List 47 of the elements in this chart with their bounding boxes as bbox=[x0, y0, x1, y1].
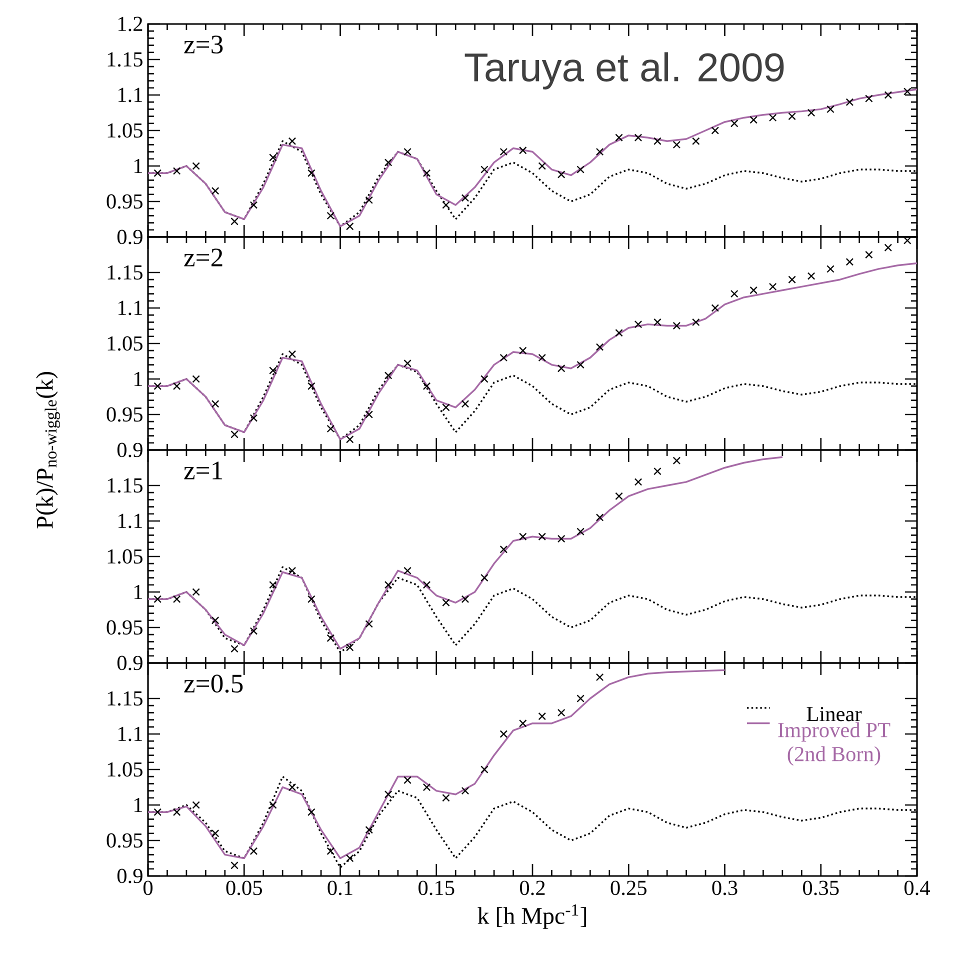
x-tick-label: 0.2 bbox=[520, 880, 545, 896]
x-axis-title: k [h Mpc$^{-1}$] bbox=[478, 904, 586, 929]
y-tick-label: 1.1 bbox=[118, 514, 142, 528]
y-tick-label: 1.05 bbox=[108, 123, 142, 138]
x-tick-label: 0.35 bbox=[803, 880, 839, 896]
y-tick-label: 1.1 bbox=[118, 726, 142, 742]
x-tick-label: 0.1 bbox=[328, 880, 352, 896]
annotation: Taruya et al. 2009 bbox=[464, 52, 784, 90]
y-tick-label: 0.95 bbox=[106, 194, 142, 209]
y-tick-label: 1.1 bbox=[118, 88, 142, 102]
y-axis-title: P(k)/P$_{no-wiggle}$(k) bbox=[36, 372, 60, 528]
y-tick-label: 1 bbox=[134, 584, 142, 600]
y-tick-label: 0.9 bbox=[117, 656, 142, 670]
x-tick-label: 0.4 bbox=[904, 880, 930, 896]
y-tick-label: 0.9 bbox=[117, 442, 142, 458]
y-tick-label: 0.9 bbox=[117, 230, 142, 244]
y-tick-label: 0.95 bbox=[106, 833, 142, 848]
y-tick-label: 1.15 bbox=[108, 265, 142, 280]
chart-title: z=3 bbox=[184, 36, 223, 54]
chart-title: z=0.5 bbox=[184, 674, 243, 693]
y-tick-label: 1.05 bbox=[108, 549, 142, 564]
y-tick-label: 0.9 bbox=[117, 868, 142, 884]
chart-title: z=2 bbox=[184, 248, 222, 266]
x-tick-label: 0.05 bbox=[226, 880, 262, 896]
y-tick-label: 1.15 bbox=[108, 691, 142, 706]
x-tick-label: 0 bbox=[143, 880, 153, 896]
chart-title: z=1 bbox=[184, 462, 222, 480]
y-tick-label: 1.05 bbox=[108, 336, 142, 351]
y-tick-label: 1 bbox=[134, 158, 142, 174]
y-tick-label: 1 bbox=[134, 798, 142, 812]
x-tick-label: 0.15 bbox=[418, 880, 454, 896]
x-tick-label: 0.3 bbox=[712, 880, 738, 896]
point bbox=[154, 382, 162, 390]
y-tick-label: 1.15 bbox=[108, 478, 142, 493]
y-tick-label: 0.95 bbox=[106, 620, 142, 635]
y-tick-label: 0.95 bbox=[106, 407, 142, 422]
point bbox=[154, 595, 162, 603]
legend-label: Linear bbox=[806, 706, 862, 722]
y-tick-label: 1.05 bbox=[108, 762, 142, 777]
legend-label: Improved PT (2nd Born) bbox=[778, 722, 890, 766]
point bbox=[154, 808, 162, 816]
y-tick-label: 1.1 bbox=[118, 300, 142, 316]
point bbox=[903, 236, 912, 244]
x-tick-label: 0.25 bbox=[610, 880, 646, 896]
y-tick-label: 1.15 bbox=[108, 52, 142, 67]
y-tick-label: 1 bbox=[134, 372, 142, 386]
y-tick-label: 1.2 bbox=[118, 16, 142, 32]
